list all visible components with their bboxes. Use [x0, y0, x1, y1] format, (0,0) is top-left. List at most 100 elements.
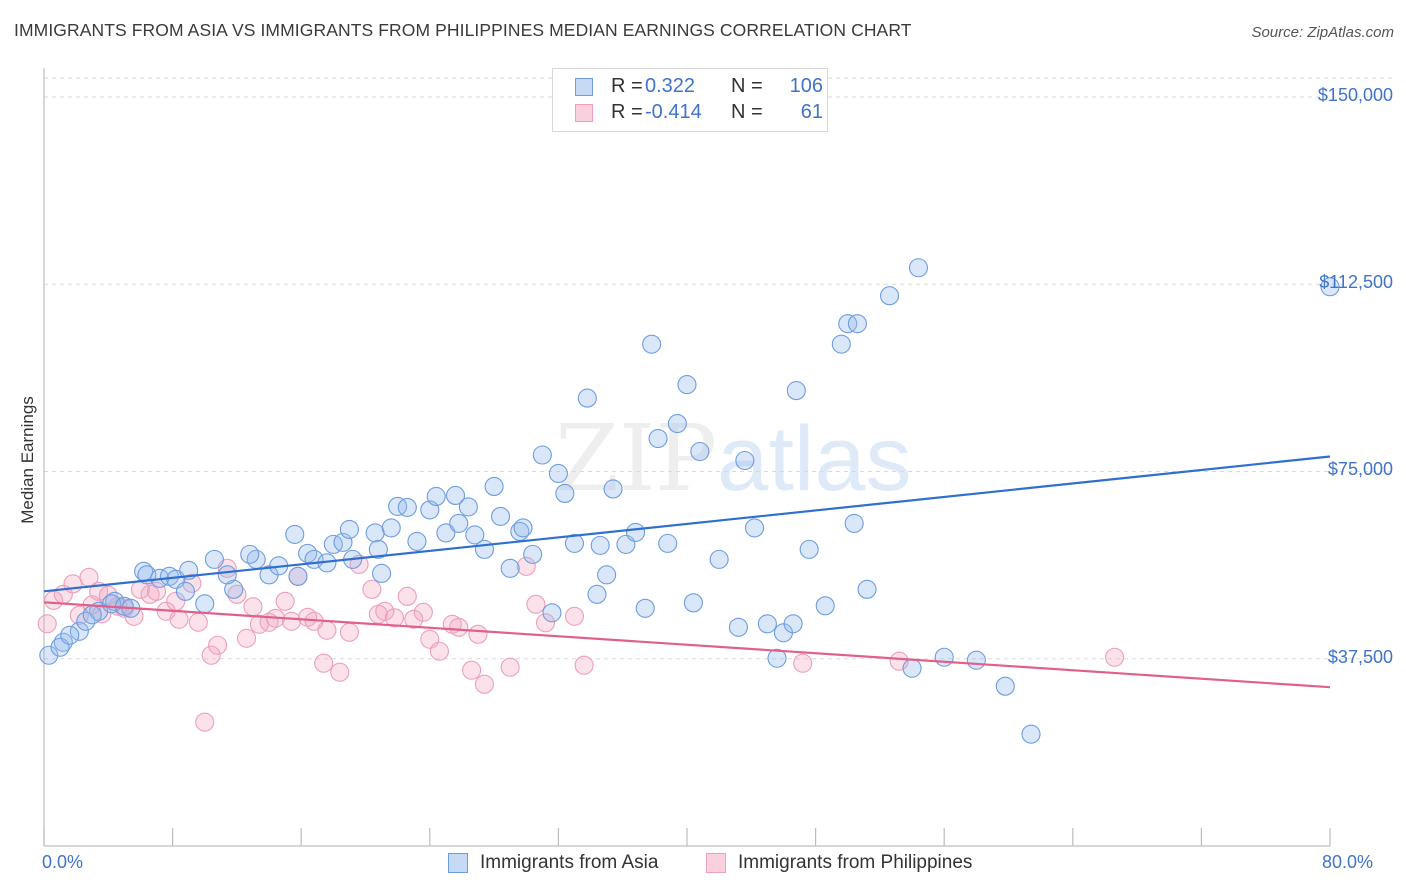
point-asia: [597, 565, 617, 585]
point-asia: [735, 450, 755, 471]
point-asia: [564, 533, 585, 553]
point-asia: [590, 535, 610, 555]
point-asia: [523, 544, 543, 564]
point-asia: [857, 579, 877, 599]
point-asia: [879, 286, 900, 306]
point-asia: [626, 522, 646, 542]
point-asia: [465, 525, 485, 545]
point-philippines: [449, 617, 469, 637]
series-asia-points: [39, 258, 1340, 744]
point-philippines: [227, 584, 247, 604]
point-asia: [744, 518, 765, 538]
point-philippines: [362, 579, 382, 599]
point-philippines: [63, 574, 83, 594]
point-philippines: [1105, 647, 1125, 667]
point-philippines: [188, 612, 208, 632]
point-philippines: [201, 645, 221, 665]
point-asia: [844, 513, 864, 533]
legend: R = 0.322 N = 106 R = -0.414 N = 61: [552, 68, 828, 132]
legend-swatch-philippines: [575, 104, 593, 122]
point-asia: [642, 334, 662, 354]
source-label: Source: ZipAtlas.com: [1251, 24, 1394, 41]
point-asia: [458, 497, 478, 517]
point-asia: [635, 598, 655, 618]
point-philippines: [37, 614, 57, 634]
point-asia: [323, 534, 343, 554]
point-philippines: [404, 609, 424, 629]
point-philippines: [474, 674, 495, 694]
point-asia: [449, 513, 469, 533]
chart-title: IMMIGRANTS FROM ASIA VS IMMIGRANTS FROM …: [14, 20, 912, 40]
point-philippines: [535, 613, 556, 633]
point-asia: [240, 544, 260, 564]
legend-n-value-asia: 106: [789, 75, 823, 97]
point-philippines: [397, 586, 417, 606]
point-philippines: [375, 601, 395, 621]
point-asia: [677, 375, 697, 395]
point-asia: [224, 579, 244, 599]
point-philippines: [236, 628, 257, 648]
series-philippines-points: [37, 554, 1125, 732]
point-asia: [365, 523, 385, 543]
point-asia: [285, 524, 305, 544]
point-asia: [339, 519, 359, 539]
point-asia: [532, 445, 552, 465]
point-philippines: [275, 591, 295, 611]
point-asia: [757, 614, 777, 634]
point-asia: [838, 314, 858, 334]
legend-n-label: N =: [731, 101, 763, 123]
point-asia: [407, 531, 427, 551]
point-asia: [966, 650, 986, 670]
bottom-legend-label-philippines: Immigrants from Philippines: [738, 852, 973, 873]
point-asia: [397, 497, 417, 517]
y-tick-label: $150,000: [1317, 84, 1393, 105]
x-tick-min: 0.0%: [42, 852, 84, 872]
point-asia: [204, 549, 224, 569]
point-asia: [288, 566, 308, 586]
point-asia: [667, 413, 687, 434]
point-philippines: [500, 657, 520, 677]
point-philippines: [462, 660, 482, 680]
bottom-legend-label-asia: Immigrants from Asia: [480, 852, 659, 873]
point-asia: [995, 676, 1015, 696]
point-asia: [388, 496, 408, 516]
point-philippines: [195, 712, 215, 732]
point-philippines: [429, 641, 449, 661]
bottom-legend-swatch-asia: [448, 853, 468, 873]
point-asia: [368, 539, 388, 559]
point-asia: [490, 506, 511, 526]
point-philippines: [92, 604, 112, 624]
point-asia: [484, 476, 504, 497]
point-asia: [902, 658, 922, 678]
y-tick-label: $75,000: [1327, 459, 1393, 480]
point-asia: [381, 518, 401, 538]
point-philippines: [413, 602, 433, 622]
point-asia: [555, 483, 575, 503]
watermark-zip: ZIP: [555, 405, 718, 512]
point-asia: [372, 563, 392, 583]
point-asia: [60, 625, 80, 645]
point-asia: [658, 533, 678, 553]
legend-swatch-asia: [575, 78, 593, 96]
watermark-atlas: atlas: [717, 408, 912, 510]
point-asia: [82, 605, 102, 625]
point-asia: [786, 381, 806, 401]
y-tick-label: $37,500: [1327, 646, 1393, 667]
point-asia: [195, 594, 215, 614]
point-asia: [934, 647, 954, 667]
point-philippines: [564, 606, 585, 626]
point-asia: [445, 485, 466, 505]
point-asia: [548, 463, 568, 484]
axes: [43, 68, 1331, 847]
point-philippines: [516, 556, 536, 576]
point-asia: [728, 617, 748, 637]
point-philippines: [330, 662, 350, 682]
point-asia: [831, 334, 851, 354]
point-asia: [783, 614, 803, 634]
point-asia: [542, 603, 562, 623]
point-asia: [577, 388, 597, 408]
point-philippines: [793, 653, 813, 673]
point-philippines: [317, 620, 337, 640]
grid-lines: [44, 77, 1394, 660]
point-asia: [1021, 724, 1041, 744]
